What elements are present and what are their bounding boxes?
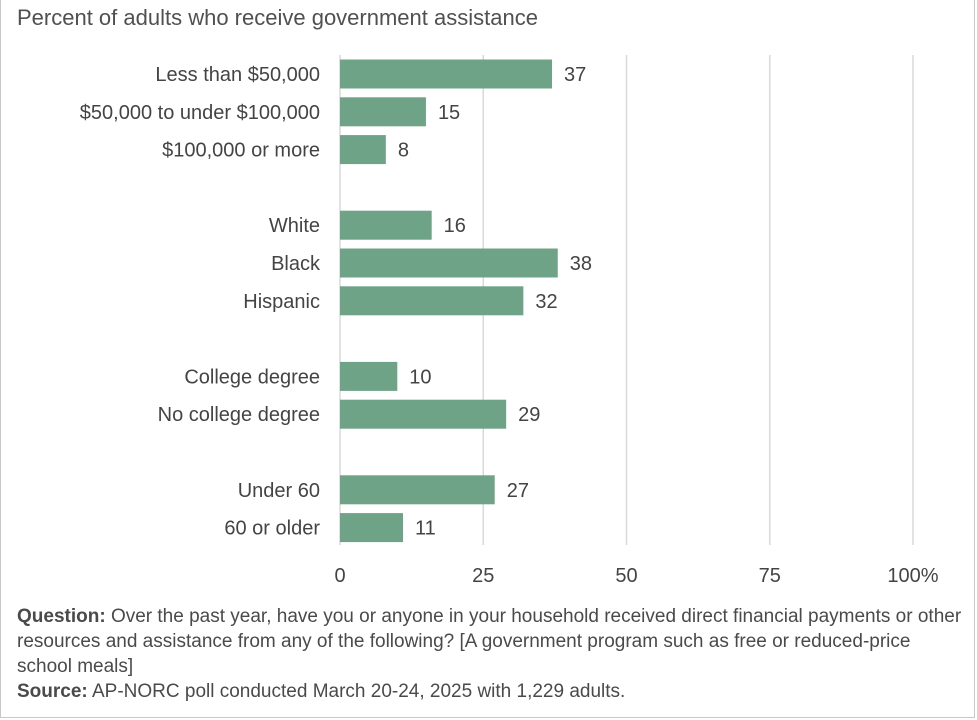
data-label: 15 (438, 102, 460, 124)
data-label: 11 (415, 518, 436, 540)
bar (340, 59, 553, 89)
bar-chart: 0 25 50 75 100% Less than $50,000 37 $50,000 to… (80, 55, 939, 587)
category-label: No college degree (158, 404, 320, 426)
data-label: 8 (398, 140, 409, 162)
bar (340, 361, 398, 391)
data-label: 38 (570, 253, 592, 275)
category-label: Under 60 (238, 480, 320, 502)
data-label: 32 (535, 291, 557, 313)
chart-notes: Question: Over the past year, have you o… (17, 604, 967, 704)
question-label: Question: (17, 606, 106, 627)
question-note: Question: Over the past year, have you o… (17, 604, 967, 679)
data-label: 27 (507, 480, 529, 502)
category-label: $100,000 or more (162, 140, 320, 162)
category-label: $50,000 to under $100,000 (80, 102, 320, 124)
question-text: Over the past year, have you or anyone i… (17, 606, 962, 677)
bar (340, 97, 426, 127)
bar (340, 475, 495, 505)
x-tick-label: 25 (472, 565, 494, 587)
x-tick-label: 0 (334, 565, 345, 587)
x-tick-label: 75 (759, 565, 781, 587)
source-note: Source: AP-NORC poll conducted March 20-… (17, 679, 967, 704)
bar (340, 248, 558, 278)
x-tick-label: 50 (615, 565, 637, 587)
bar (340, 135, 386, 165)
bar (340, 513, 404, 543)
source-text: AP-NORC poll conducted March 20-24, 2025… (87, 681, 626, 702)
data-label: 10 (409, 366, 431, 388)
category-label: Less than $50,000 (155, 64, 320, 86)
source-label: Source: (17, 681, 88, 702)
chart-subtitle: Percent of adults who receive government… (17, 5, 538, 30)
category-label: College degree (184, 366, 320, 388)
category-label: Hispanic (243, 291, 320, 313)
x-tick-label: 100% (887, 565, 938, 587)
data-label: 37 (564, 64, 586, 86)
category-label: White (269, 215, 320, 237)
data-label: 16 (444, 215, 466, 237)
bar (340, 210, 432, 240)
bar (340, 399, 507, 429)
category-label: 60 or older (224, 518, 320, 540)
data-label: 29 (518, 404, 540, 426)
bar (340, 286, 524, 316)
category-label: Black (271, 253, 321, 275)
